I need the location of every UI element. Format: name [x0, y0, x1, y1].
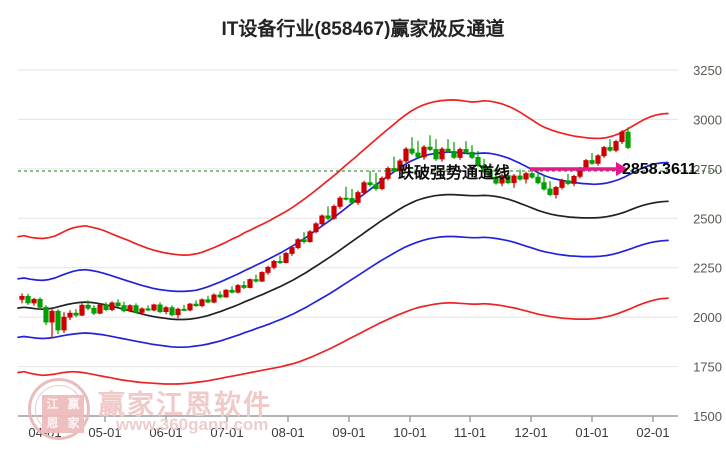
seal-char-2: 赢	[63, 395, 84, 414]
svg-text:07-01: 07-01	[210, 425, 243, 440]
seal-char-1: 江	[42, 395, 63, 414]
annotation-arrow	[530, 162, 628, 176]
svg-text:02-01: 02-01	[636, 425, 669, 440]
channel-band-lines	[17, 99, 669, 385]
watermark-seal-logo: 江 赢 恩 家	[28, 378, 90, 440]
seal-char-3: 恩	[42, 414, 63, 433]
last-price-label: 2858.3611	[622, 161, 697, 178]
svg-text:2000: 2000	[693, 310, 722, 325]
svg-text:11-01: 11-01	[454, 425, 486, 440]
gridlines	[18, 69, 678, 417]
svg-text:1750: 1750	[693, 360, 722, 375]
svg-text:06-01: 06-01	[149, 425, 182, 440]
svg-text:1500: 1500	[693, 409, 722, 424]
watermark-brand-text: 赢家江恩软件	[98, 390, 272, 420]
svg-text:2500: 2500	[693, 211, 722, 226]
page-title: IT设备行业(858467)赢家极反通道	[221, 19, 505, 40]
svg-text:09-01: 09-01	[332, 425, 365, 440]
svg-text:3250: 3250	[693, 63, 722, 78]
y-axis-tick-labels: 3250 3000 2750 2500 2250 2000 1750 1500	[693, 63, 722, 424]
seal-char-4: 家	[63, 414, 84, 433]
svg-text:12-01: 12-01	[514, 425, 547, 440]
svg-text:08-01: 08-01	[271, 425, 304, 440]
svg-text:01-01: 01-01	[575, 425, 608, 440]
svg-text:2750: 2750	[693, 162, 722, 177]
watermark-url-text: www.360gann.com	[116, 415, 269, 434]
channel-break-annotation-label: 跌破强势通道线	[398, 165, 511, 182]
svg-text:10-01: 10-01	[393, 425, 426, 440]
candlestick-series	[19, 127, 631, 337]
svg-text:2250: 2250	[693, 261, 722, 276]
svg-text:3000: 3000	[693, 112, 722, 127]
svg-text:05-01: 05-01	[88, 425, 121, 440]
